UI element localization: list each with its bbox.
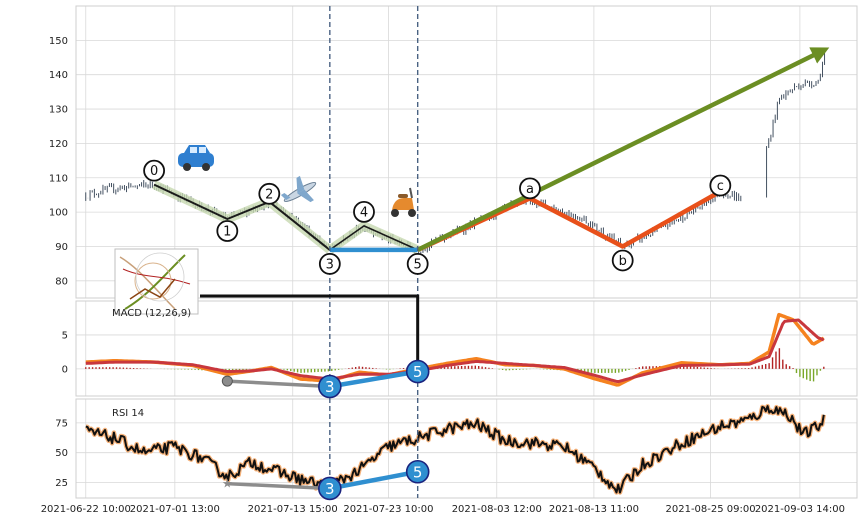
x-tick-label: 2021-07-01 13:00 (130, 504, 220, 515)
divergence-start-star: ★ (222, 477, 233, 491)
airplane-icon (280, 175, 317, 203)
annotations: 0 1 2 3 4 5 a b c MACD (12,26,9) RSI 14 3 5 3 5 ★ (112, 6, 732, 501)
panel-frame (75, 398, 858, 499)
wave-label-circle (519, 177, 541, 200)
connector-line (200, 294, 420, 372)
wave-label-circle (709, 174, 732, 197)
wave-label-b: b (619, 254, 627, 269)
macd-label: MACD (12,26,9) (112, 308, 191, 319)
y-tick-label: 75 (55, 418, 68, 429)
divergence-marker (318, 374, 342, 399)
wave-label-c: c (717, 179, 724, 194)
x-tick-label: 2021-06-22 10:00 (41, 504, 131, 515)
y-tick-label: 100 (49, 208, 68, 219)
divergence-marker-label-5: 5 (413, 463, 423, 481)
wave-label-circle (611, 249, 634, 272)
x-tick-label: 2021-08-25 09:00 (666, 504, 756, 515)
wave-label-circle (353, 200, 375, 223)
x-tick-label: 2021-07-13 15:00 (248, 504, 338, 515)
wave-label-circle (143, 159, 166, 182)
divergence-lead-line (227, 481, 330, 491)
y-tick-label: 130 (49, 105, 68, 116)
macd-signal-line (85, 318, 825, 383)
wave-line-correction (329, 225, 419, 251)
wave-label-1: 1 (223, 224, 231, 239)
y-tick-label: 80 (55, 276, 68, 287)
divergence-line (329, 369, 419, 389)
wave-label-0: 0 (150, 164, 158, 179)
wave-line-impulse (153, 183, 331, 251)
x-tick-label: 2021-08-03 12:00 (452, 504, 542, 515)
rsi-label: RSI 14 (112, 408, 144, 419)
panel-frame (75, 300, 858, 397)
divergence-marker (405, 459, 430, 484)
macd-line (85, 312, 825, 387)
rsi-glow (85, 403, 827, 495)
y-tick-label: 110 (49, 173, 68, 184)
wave-label-circle (318, 253, 341, 275)
y-tick-label: 140 (49, 70, 68, 81)
wave-label-circle (258, 182, 281, 205)
wave-label-circle (216, 220, 239, 242)
divergence-line (329, 469, 419, 491)
y-tick-label: 0 (62, 364, 68, 375)
y-tick-label: 5 (62, 330, 68, 341)
x-tick-label: 2021-09-03 14:00 (755, 504, 845, 515)
axis-ticks: 8090100110120130140150052550752021-06-22… (41, 36, 845, 515)
wave-label-3: 3 (326, 257, 334, 272)
rsi-line (85, 405, 825, 494)
wave-label-circle (406, 253, 429, 275)
divergence-marker-label-5: 5 (413, 363, 423, 381)
wave-line-abc (416, 189, 722, 252)
divergence-marker (405, 359, 430, 384)
divergence-marker (318, 476, 342, 501)
y-tick-label: 150 (49, 36, 68, 47)
plot-area (85, 47, 830, 495)
wave-label-5: 5 (414, 257, 422, 272)
scooter-icon (391, 187, 416, 217)
target-arrow (416, 47, 830, 252)
divergence-marker-label-3: 3 (325, 378, 335, 396)
panel-frame (75, 5, 858, 299)
x-tick-label: 2021-07-23 10:00 (343, 504, 433, 515)
car-icon (178, 145, 214, 171)
wave-label-2: 2 (265, 187, 273, 202)
panel-frames (75, 5, 858, 499)
inset-thumbnail (114, 248, 199, 315)
wave-label-4: 4 (360, 205, 368, 220)
y-tick-label: 120 (49, 139, 68, 150)
y-tick-label: 90 (55, 242, 68, 253)
divergence-start-dot (221, 375, 233, 387)
y-tick-label: 25 (55, 478, 68, 489)
divergence-marker-label-3: 3 (325, 480, 335, 498)
x-tick-label: 2021-08-13 11:00 (549, 504, 639, 515)
divergence-lead-line (227, 379, 330, 389)
y-tick-label: 50 (55, 448, 68, 459)
wave-label-a: a (526, 182, 534, 197)
